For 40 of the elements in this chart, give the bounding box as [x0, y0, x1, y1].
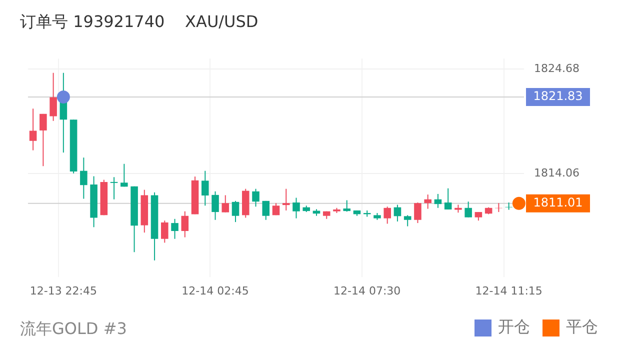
candlestick [394, 204, 402, 222]
candlestick [252, 188, 260, 208]
candlestick [29, 108, 37, 151]
candlestick [404, 214, 412, 227]
candlestick [40, 113, 47, 167]
candlestick [434, 193, 442, 208]
candlestick [212, 190, 219, 220]
x-tick-label: 12-14 07:30 [334, 284, 401, 298]
candlestick [424, 194, 432, 210]
ref-line-label: 1821.83 [533, 89, 583, 104]
candlestick [222, 194, 230, 213]
candlestick [505, 202, 512, 210]
candlestick [292, 197, 300, 219]
x-tick-label: 12-13 22:45 [30, 284, 98, 298]
chart-title: 订单号 193921740 XAU/USD [19, 11, 260, 33]
candlestick [343, 200, 350, 212]
legend-label: 开仓 [498, 317, 530, 336]
candlestick [181, 210, 189, 238]
candlestick [120, 163, 128, 188]
candlestick [161, 220, 168, 244]
candlestick [444, 188, 452, 210]
candlestick [110, 176, 118, 200]
candlestick [384, 206, 391, 224]
legend-label: 平仓 [566, 317, 598, 336]
candlestick [464, 201, 472, 218]
candlestick [272, 202, 280, 216]
candlestick [262, 200, 270, 220]
candlestick [171, 218, 178, 240]
candlestick [202, 170, 209, 206]
candlestick [50, 72, 57, 122]
x-tick-label: 12-14 11:15 [475, 284, 542, 298]
x-tick-label: 12-14 02:45 [182, 284, 249, 298]
ref-line-label: 1811.01 [533, 196, 583, 210]
y-tick-label: 1814.06 [534, 166, 580, 180]
y-tick-label: 1824.68 [534, 62, 580, 75]
candlestick [282, 188, 290, 211]
text: 流年GOLD #3 [20, 319, 127, 340]
candlestick [80, 157, 88, 200]
candlestick [232, 200, 240, 223]
candlestick [414, 202, 422, 224]
